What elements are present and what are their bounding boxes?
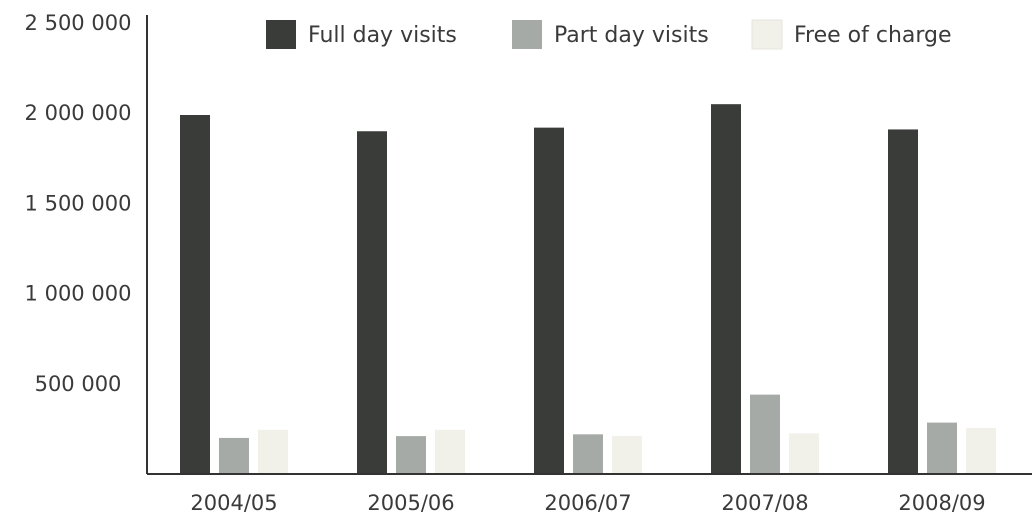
legend-swatch-part-day-visits [512,20,542,49]
bar-part-day-visits-2006-07 [573,434,603,474]
legend-label-full-day-visits: Full day visits [308,23,457,48]
legend: Full day visits Part day visits Free of ch… [266,19,952,50]
bar-full-day-visits-2008-09 [888,129,918,474]
y-tick-labels: 500 000 1 000 000 1 500 000 2 000 000 2 500 … [25,11,132,396]
bar-full-day-visits-2007-08 [711,104,741,475]
bar-part-day-visits-2004-05 [219,437,249,474]
y-tick-label: 1 500 000 [25,191,132,215]
bar-full-day-visits-2005-06 [357,131,387,475]
bar-part-day-visits-2008-09 [927,422,957,474]
x-tick-label: 2005/06 [367,491,454,515]
bar-full-day-visits-2006-07 [534,127,564,474]
bar-free-of-charge-2005-06 [435,429,465,474]
legend-label-free-of-charge: Free of charge [794,23,952,48]
x-tick-label: 2004/05 [190,491,277,515]
bar-free-of-charge-2006-07 [612,436,642,474]
bar-full-day-visits-2004-05 [180,115,210,474]
bar-free-of-charge-2007-08 [789,433,819,474]
y-tick-label: 500 000 [35,372,122,396]
y-tick-label: 1 000 000 [25,282,132,306]
legend-label-part-day-visits: Part day visits [554,23,709,48]
x-tick-label: 2006/07 [544,491,631,515]
legend-swatch-full-day-visits [266,20,296,49]
x-tick-labels: 2004/05 2005/06 2006/07 2007/08 2008/09 [190,491,985,515]
bar-free-of-charge-2008-09 [966,427,996,474]
bars-group [180,104,996,475]
y-tick-label: 2 000 000 [25,101,132,125]
bar-part-day-visits-2007-08 [750,394,780,474]
x-tick-label: 2007/08 [721,491,808,515]
bar-part-day-visits-2005-06 [396,436,426,474]
legend-swatch-free-of-charge [751,19,783,50]
y-tick-label: 2 500 000 [25,11,132,35]
x-tick-label: 2008/09 [898,491,985,515]
bar-free-of-charge-2004-05 [258,429,288,474]
